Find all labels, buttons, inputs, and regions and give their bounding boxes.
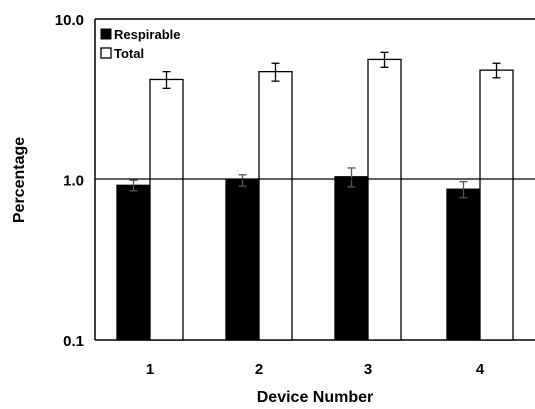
bar-total-2 [258, 70, 293, 341]
bar-respirable-1 [116, 184, 151, 341]
legend-label-total: Total [114, 46, 144, 61]
bar-total-1 [149, 78, 184, 341]
bar-respirable-3 [334, 176, 369, 341]
bar-total-4 [479, 69, 514, 341]
legend-swatch-total [100, 47, 112, 59]
x-tick-label-4: 4 [476, 361, 485, 378]
x-axis-title: Device Number [257, 389, 374, 406]
bar-respirable-4 [446, 188, 481, 341]
y-tick-label-2: 0.1 [63, 333, 84, 350]
legend-swatch-respirable [100, 28, 112, 40]
x-tick-label-1: 1 [146, 361, 154, 378]
bar-total-3 [367, 58, 402, 341]
x-tick-label-2: 2 [255, 361, 263, 378]
y-tick-label-0: 10.0 [55, 12, 84, 29]
y-tick-label-1: 1.0 [63, 173, 84, 190]
y-axis-title: Percentage [11, 137, 28, 223]
x-tick-label-3: 3 [364, 361, 372, 378]
y-tick-labels: 10.0 1.0 0.1 [55, 12, 84, 350]
x-tick-labels: 1 2 3 4 [146, 361, 485, 378]
bars-layer [116, 51, 514, 341]
bar-respirable-2 [225, 179, 260, 341]
legend-label-respirable: Respirable [114, 27, 180, 42]
legend: Respirable Total [100, 27, 180, 61]
